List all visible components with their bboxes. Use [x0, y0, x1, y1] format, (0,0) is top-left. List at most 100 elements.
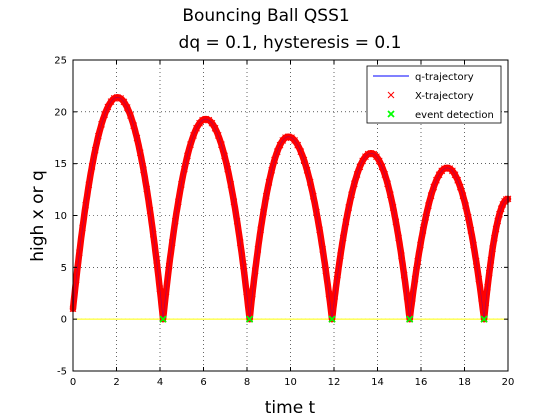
x-trajectory-marker — [236, 239, 244, 246]
x-trajectory-marker — [470, 241, 477, 249]
series-event-detection — [159, 315, 488, 323]
x-trajectory-marker — [496, 210, 503, 218]
legend-marker-event — [387, 110, 395, 118]
x-trajectory-marker — [400, 271, 408, 279]
x-trajectory-marker — [168, 239, 176, 246]
x-trajectory-marker — [449, 167, 456, 175]
x-trajectory-marker — [276, 141, 284, 149]
x-tick-label: 10 — [284, 377, 297, 388]
y-tick-label: 20 — [54, 107, 67, 118]
x-trajectory-marker — [211, 124, 219, 132]
chart-subtitle: dq = 0.1, hysteresis = 0.1 — [179, 33, 402, 53]
x-tick-label: 8 — [244, 377, 250, 388]
x-trajectory-marker — [353, 171, 361, 178]
x-trajectory-marker — [214, 132, 222, 139]
x-tick-label: 4 — [157, 377, 163, 388]
x-trajectory-marker — [425, 202, 432, 210]
y-tick-label: 15 — [54, 159, 67, 170]
x-trajectory-marker — [475, 275, 483, 283]
event-marker — [245, 315, 254, 323]
x-trajectory-marker — [373, 153, 380, 161]
x-trajectory-marker — [187, 141, 194, 148]
x-trajectory-marker — [337, 252, 344, 260]
legend-marker-x — [387, 91, 395, 99]
x-trajectory-marker — [243, 288, 250, 295]
x-trajectory-marker — [427, 192, 435, 199]
x-tick-label: 0 — [70, 377, 76, 388]
x-trajectory-marker — [313, 208, 320, 216]
x-trajectory-marker — [79, 224, 86, 232]
legend-label-event: event detection — [415, 110, 494, 121]
x-tick-label: 14 — [371, 377, 384, 388]
x-trajectory-marker — [171, 217, 179, 225]
x-trajectory-marker — [309, 192, 317, 200]
x-trajectory-marker — [322, 267, 330, 275]
x-trajectory-marker — [218, 141, 225, 148]
x-trajectory-marker — [386, 191, 394, 199]
y-tick-label: 5 — [61, 263, 67, 274]
series-q-trajectory — [72, 96, 508, 320]
x-trajectory-marker — [339, 234, 347, 242]
x-trajectory-marker — [294, 141, 302, 149]
x-trajectory-marker — [472, 257, 480, 265]
event-marker — [159, 315, 167, 323]
y-tick-label: 0 — [61, 315, 67, 326]
x-tick-layer: 0 2 4 6 8 10 12 14 16 18 20 — [70, 60, 514, 388]
x-trajectory-marker — [127, 112, 134, 119]
x-trajectory-marker — [430, 183, 438, 191]
x-trajectory-marker — [392, 218, 400, 226]
x-trajectory-marker — [487, 256, 495, 264]
x-trajectory-marker — [409, 294, 416, 302]
x-trajectory-marker — [265, 178, 273, 186]
x-trajectory-marker — [130, 122, 138, 129]
x-trajectory-marker — [233, 217, 241, 225]
event-marker — [328, 315, 336, 323]
x-trajectory-marker — [464, 213, 472, 221]
x-trajectory-marker — [262, 192, 270, 200]
x-trajectory-marker — [95, 132, 102, 140]
event-marker — [480, 315, 488, 323]
x-trajectory-marker — [91, 146, 99, 154]
x-trajectory-marker — [254, 245, 262, 253]
y-tick-label: -5 — [57, 367, 67, 378]
x-trajectory-marker — [331, 292, 339, 300]
x-trajectory-marker — [484, 283, 491, 291]
x-trajectory-marker — [348, 191, 355, 199]
x-trajectory-marker — [303, 166, 311, 174]
x-tick-label: 12 — [328, 377, 341, 388]
x-trajectory-marker — [345, 204, 353, 211]
x-trajectory-marker — [395, 234, 402, 242]
x-trajectory-marker — [398, 252, 405, 260]
x-trajectory-marker — [451, 171, 459, 179]
x-trajectory-marker — [325, 290, 333, 298]
y-tick-label: 10 — [54, 211, 67, 222]
x-trajectory-marker — [490, 234, 498, 242]
x-trajectory-marker — [165, 262, 173, 270]
x-trajectory-marker — [273, 148, 281, 155]
x-trajectory-marker — [143, 185, 151, 193]
x-trajectory-marker — [75, 249, 83, 257]
x-trajectory-marker — [271, 156, 278, 164]
x-trajectory-marker — [146, 207, 154, 214]
x-trajectory-marker — [499, 201, 507, 208]
x-trajectory-marker — [174, 198, 182, 206]
x-trajectory-marker — [316, 226, 323, 234]
x-axis-label: time t — [265, 398, 316, 418]
x-trajectory-marker — [403, 292, 411, 300]
x-trajectory-marker — [72, 276, 80, 284]
legend-label-x: X-trajectory — [415, 91, 474, 102]
x-trajectory-marker — [300, 156, 308, 164]
x-trajectory-marker — [184, 152, 191, 160]
x-trajectory-marker — [306, 178, 314, 186]
x-trajectory-marker — [177, 181, 185, 188]
x-trajectory-marker — [411, 275, 419, 283]
x-trajectory-marker — [88, 163, 96, 170]
x-trajectory-marker — [193, 124, 200, 132]
x-trajectory-marker — [120, 98, 128, 106]
x-trajectory-marker — [497, 205, 505, 213]
x-trajectory-marker — [492, 225, 500, 233]
x-trajectory-marker — [459, 192, 467, 199]
x-trajectory-marker — [224, 165, 231, 173]
x-trajectory-marker — [381, 171, 389, 178]
